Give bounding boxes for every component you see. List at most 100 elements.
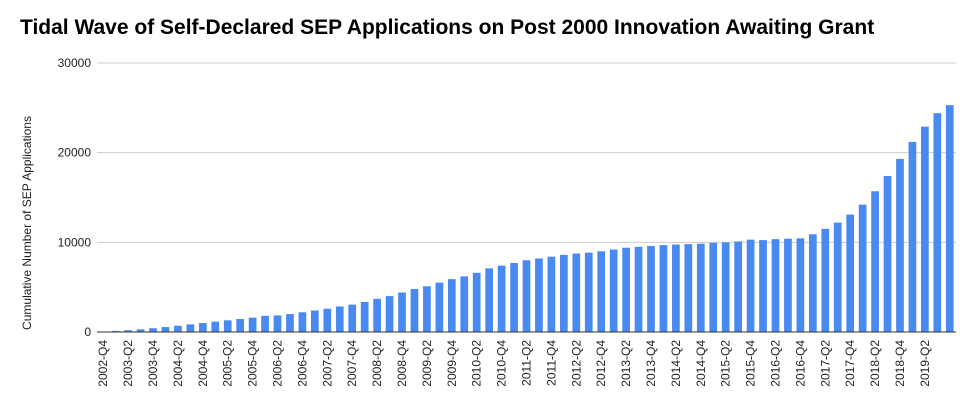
bar bbox=[236, 319, 245, 332]
x-tick-label: 2015-Q2 bbox=[719, 340, 733, 387]
x-tick-label: 2018-Q4 bbox=[893, 340, 907, 387]
x-tick-label: 2011-Q2 bbox=[520, 340, 534, 386]
bar bbox=[510, 262, 518, 332]
bar bbox=[709, 242, 718, 332]
gridlines bbox=[97, 62, 956, 243]
x-tick-label: 2005-Q2 bbox=[221, 340, 235, 387]
bar bbox=[398, 292, 406, 332]
bar bbox=[161, 327, 170, 332]
x-tick-label: 2004-Q4 bbox=[196, 340, 210, 387]
bar bbox=[497, 265, 506, 332]
x-tick-label: 2013-Q4 bbox=[644, 340, 658, 387]
bar bbox=[535, 258, 543, 332]
bar bbox=[423, 286, 431, 332]
bar bbox=[721, 242, 730, 332]
bar bbox=[908, 141, 917, 332]
x-tick-label: 2007-Q4 bbox=[345, 340, 359, 387]
y-tick-label: 0 bbox=[84, 325, 91, 339]
x-tick-label: 2010-Q4 bbox=[495, 340, 509, 387]
bar bbox=[609, 249, 618, 332]
bar-series bbox=[99, 105, 954, 333]
bar bbox=[261, 315, 269, 332]
x-tick-label: 2013-Q2 bbox=[619, 340, 633, 387]
x-tick-label: 2002-Q4 bbox=[96, 340, 110, 387]
bar bbox=[846, 214, 855, 332]
x-tick-label: 2006-Q2 bbox=[271, 340, 285, 387]
bar bbox=[921, 126, 929, 332]
bar bbox=[186, 324, 195, 332]
bar bbox=[647, 245, 655, 332]
bar bbox=[559, 254, 568, 332]
bar bbox=[659, 245, 668, 332]
x-tick-label: 2003-Q4 bbox=[146, 340, 160, 387]
bar bbox=[124, 330, 132, 332]
x-tick-label: 2019-Q2 bbox=[918, 340, 932, 387]
x-tick-label: 2008-Q2 bbox=[370, 340, 384, 387]
bar bbox=[223, 320, 232, 332]
x-tick-label: 2004-Q2 bbox=[171, 340, 185, 387]
bar bbox=[597, 251, 606, 332]
bar bbox=[622, 247, 630, 332]
x-tick-label: 2009-Q2 bbox=[420, 340, 434, 387]
bar bbox=[933, 113, 942, 333]
bar bbox=[311, 310, 319, 332]
bar bbox=[435, 282, 444, 332]
bar bbox=[759, 240, 767, 332]
x-tick-label: 2006-Q4 bbox=[295, 340, 309, 387]
bar bbox=[335, 306, 344, 332]
x-tick-label: 2008-Q4 bbox=[395, 340, 409, 387]
bar bbox=[746, 239, 755, 332]
bar bbox=[348, 304, 357, 332]
x-tick-label: 2011-Q4 bbox=[544, 340, 558, 386]
bar bbox=[373, 298, 381, 332]
chart-title: Tidal Wave of Self-Declared SEP Applicat… bbox=[20, 16, 875, 39]
bar bbox=[684, 244, 693, 332]
x-tick-label: 2003-Q2 bbox=[121, 340, 135, 387]
bar bbox=[485, 268, 494, 332]
bar bbox=[784, 238, 792, 332]
bar bbox=[821, 228, 830, 332]
x-tick-label: 2016-Q2 bbox=[768, 340, 782, 387]
bar bbox=[360, 301, 369, 332]
y-axis-label: Cumulative Number of SEP Applications bbox=[20, 116, 34, 330]
x-tick-label: 2014-Q4 bbox=[694, 340, 708, 387]
x-tick-label: 2009-Q4 bbox=[445, 340, 459, 387]
bar bbox=[808, 234, 817, 332]
bar bbox=[385, 296, 394, 332]
axes: 0 10000 20000 30000 2002-Q4 2003-Q2 2003-Q4 200… bbox=[58, 56, 956, 387]
y-tick-label: 20000 bbox=[58, 146, 92, 160]
bar bbox=[522, 260, 531, 332]
x-tick-label: 2012-Q4 bbox=[594, 340, 608, 387]
bar bbox=[273, 315, 282, 332]
bar bbox=[286, 314, 294, 332]
bar bbox=[858, 204, 867, 332]
bar bbox=[198, 323, 207, 332]
bar bbox=[734, 241, 742, 332]
y-tick-label: 30000 bbox=[58, 56, 92, 70]
x-tick-label: 2014-Q2 bbox=[669, 340, 683, 387]
bar bbox=[447, 279, 456, 332]
bar bbox=[672, 244, 680, 332]
bar bbox=[883, 175, 892, 332]
x-tick-label: 2012-Q2 bbox=[569, 340, 583, 387]
bar bbox=[871, 191, 879, 332]
bar bbox=[833, 222, 842, 332]
x-tick-label: 2017-Q2 bbox=[818, 340, 832, 387]
bar bbox=[472, 272, 481, 332]
bar bbox=[796, 238, 805, 332]
y-tick-label: 10000 bbox=[58, 235, 92, 249]
bar bbox=[547, 256, 556, 332]
bar bbox=[211, 321, 220, 332]
bar bbox=[248, 317, 257, 332]
bar bbox=[111, 330, 120, 332]
bar bbox=[771, 239, 780, 332]
x-tick-label: 2010-Q2 bbox=[470, 340, 484, 387]
x-tick-label: 2017-Q4 bbox=[843, 340, 857, 387]
bar bbox=[696, 243, 705, 332]
x-tick-label: 2015-Q4 bbox=[744, 340, 758, 387]
x-tick-label: 2018-Q2 bbox=[868, 340, 882, 387]
bar bbox=[572, 253, 581, 332]
bar bbox=[584, 252, 593, 332]
